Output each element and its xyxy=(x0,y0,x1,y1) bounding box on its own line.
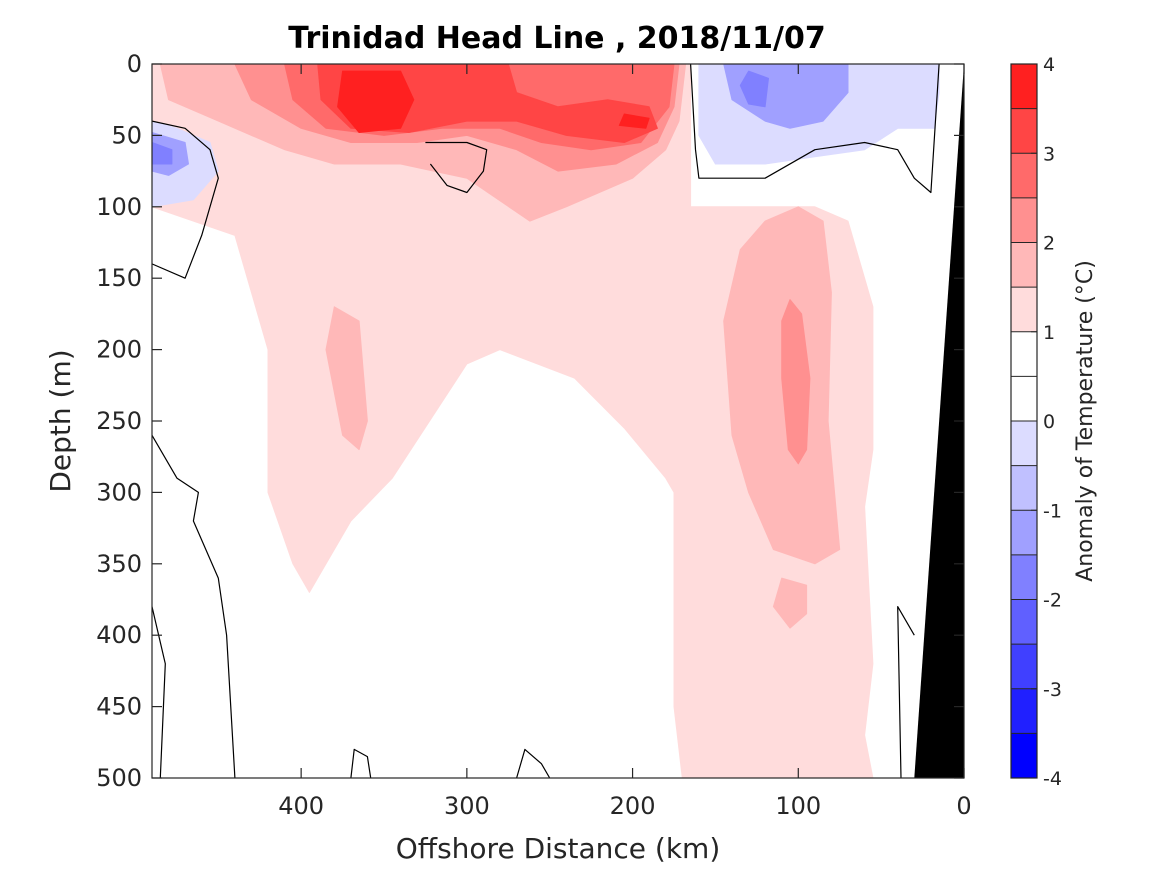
colorbar-tick-label: 4 xyxy=(1043,54,1055,76)
colorbar-swatch xyxy=(1011,64,1037,109)
colorbar-tick-label: 3 xyxy=(1043,143,1055,165)
zero-contour-line-5 xyxy=(897,605,915,778)
land-mask-polygon xyxy=(914,64,964,778)
contour-region-subsurface-warm-patch xyxy=(325,306,368,451)
y-tick-label: 450 xyxy=(96,693,142,721)
y-axis-label: Depth (m) xyxy=(44,349,77,492)
contour-region-warm-surface-band xyxy=(152,64,874,778)
y-axis-ticks: 0 50 100 150 200 250 300 350 400 450 500 xyxy=(96,50,964,792)
zero-contour-line-7 xyxy=(516,748,551,778)
colorbar-swatch xyxy=(1011,287,1037,332)
contour-region-warm-surface-max-2 xyxy=(618,113,650,129)
y-tick-label: 200 xyxy=(96,336,142,364)
x-tick-label: 200 xyxy=(610,792,656,820)
contour-region-subsurface-warm-patch-2 xyxy=(772,577,808,629)
colorbar-swatch xyxy=(1011,331,1037,377)
colorbar-swatch xyxy=(1011,688,1037,734)
colorbar-tick-label: 0 xyxy=(1043,411,1055,433)
colorbar-tick-label: -3 xyxy=(1043,679,1062,701)
y-tick-label: 150 xyxy=(96,264,142,292)
zero-contour-line-1 xyxy=(425,141,488,194)
colorbar-swatch xyxy=(1011,242,1037,288)
zero-contour-line-0 xyxy=(152,120,219,279)
colorbar-tick-label: -1 xyxy=(1043,500,1062,522)
y-tick-label: 100 xyxy=(96,193,142,221)
x-tick-label: 0 xyxy=(956,792,971,820)
colorbar-swatch xyxy=(1011,108,1037,154)
y-tick-label: 0 xyxy=(127,50,142,78)
contour-regions xyxy=(152,64,940,778)
contour-region-cool-surface-east-max xyxy=(739,70,769,108)
colorbar-swatch xyxy=(1011,599,1037,645)
colorbar-label: Anomaly of Temperature (°C) xyxy=(1073,260,1098,582)
chart-title: Trinidad Head Line , 2018/11/07 xyxy=(288,21,825,56)
x-axis-label: Offshore Distance (km) xyxy=(396,832,721,865)
zero-contour-line-2 xyxy=(690,64,940,194)
contour-region-subsurface-warm-core xyxy=(781,299,811,465)
x-tick-label: 400 xyxy=(278,792,324,820)
x-axis-ticks: 400 300 200 100 0 xyxy=(278,64,972,820)
colorbar-tick-label: 1 xyxy=(1043,322,1055,344)
y-tick-label: 400 xyxy=(96,621,142,649)
contour-region-warm-surface-max-1 xyxy=(337,70,415,133)
colorbar-tick-label: -2 xyxy=(1043,590,1062,612)
colorbar: -4 -3 -2 -1 0 1 2 3 4 xyxy=(1010,54,1062,790)
y-tick-label: 300 xyxy=(96,478,142,506)
colorbar-tick-label: -4 xyxy=(1043,768,1062,790)
colorbar-swatch xyxy=(1011,153,1037,198)
colorbar-swatch xyxy=(1011,421,1037,466)
zero-contour-line-4 xyxy=(152,606,166,778)
colorbar-swatch xyxy=(1011,376,1037,421)
colorbar-swatch xyxy=(1011,733,1037,778)
zero-contours xyxy=(152,64,940,778)
colorbar-tick-label: 2 xyxy=(1043,233,1055,255)
y-tick-label: 50 xyxy=(111,121,142,149)
contour-region-subsurface-warm-column xyxy=(723,206,841,565)
y-tick-label: 350 xyxy=(96,550,142,578)
contour-region-cool-patch-west-max xyxy=(152,142,173,165)
x-tick-label: 100 xyxy=(775,792,821,820)
colorbar-swatch xyxy=(1011,465,1037,511)
y-tick-label: 500 xyxy=(96,764,142,792)
colorbar-swatch xyxy=(1011,554,1037,600)
colorbar-swatch xyxy=(1011,644,1037,689)
x-tick-label: 300 xyxy=(444,792,490,820)
y-tick-label: 250 xyxy=(96,407,142,435)
land-mask xyxy=(914,64,964,778)
colorbar-swatch xyxy=(1011,197,1037,243)
zero-contour-line-6 xyxy=(350,748,372,778)
colorbar-swatch xyxy=(1011,510,1037,555)
zero-contour-line-3 xyxy=(152,434,236,778)
